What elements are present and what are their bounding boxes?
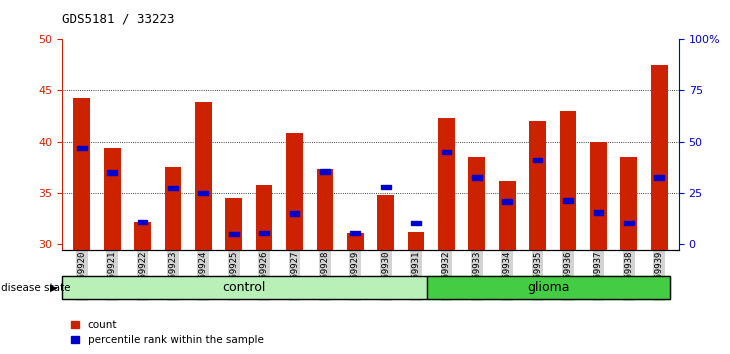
Bar [226, 198, 242, 250]
Bar [529, 121, 546, 250]
Bar [255, 185, 272, 250]
Bar [469, 157, 485, 250]
Bar [286, 133, 303, 250]
Bar [590, 142, 607, 250]
Bar [77, 145, 87, 150]
Bar [381, 184, 391, 189]
Bar [427, 276, 670, 299]
Text: control: control [223, 281, 266, 294]
Bar [347, 233, 364, 250]
Bar [499, 181, 515, 250]
Bar [624, 221, 634, 225]
Text: ▶: ▶ [50, 283, 58, 293]
Bar [407, 232, 424, 250]
Bar [259, 231, 269, 235]
Bar [195, 102, 212, 250]
Bar [164, 167, 181, 250]
Bar [502, 199, 512, 204]
Bar [563, 198, 573, 202]
Text: GDS5181 / 33223: GDS5181 / 33223 [62, 12, 174, 25]
Bar [560, 111, 577, 250]
Bar [107, 170, 117, 175]
Text: glioma: glioma [527, 281, 569, 294]
Bar [533, 158, 542, 162]
Bar [168, 185, 178, 190]
Text: disease state: disease state [1, 283, 70, 293]
Bar [62, 276, 427, 299]
Legend: count, percentile rank within the sample: count, percentile rank within the sample [71, 320, 264, 345]
Bar [593, 210, 603, 215]
Bar [442, 150, 451, 154]
Bar [104, 148, 120, 250]
Bar [472, 175, 482, 180]
Bar [290, 211, 299, 216]
Bar [138, 219, 147, 224]
Bar [350, 231, 360, 235]
Bar [620, 157, 637, 250]
Bar [411, 221, 421, 225]
Bar [229, 232, 239, 236]
Bar [377, 195, 394, 250]
Bar [134, 222, 151, 250]
Bar [654, 175, 664, 180]
Bar [317, 170, 334, 250]
Bar [199, 191, 208, 195]
Bar [650, 65, 667, 250]
Bar [438, 118, 455, 250]
Bar [74, 97, 91, 250]
Bar [320, 169, 330, 174]
